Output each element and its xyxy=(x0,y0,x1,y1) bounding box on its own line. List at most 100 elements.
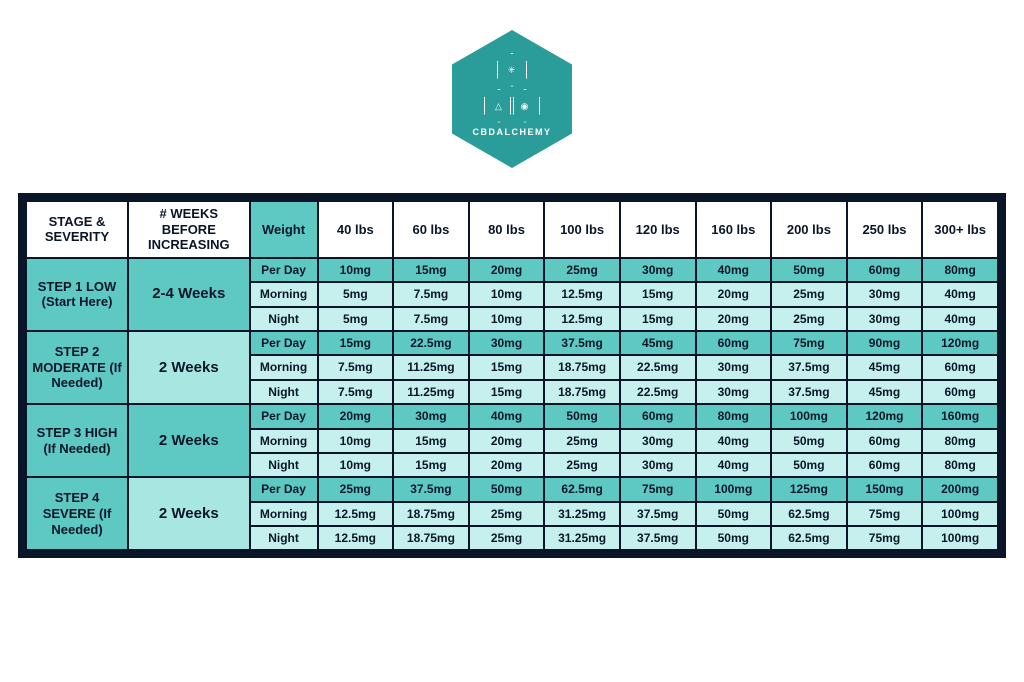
dose-cell: 150mg xyxy=(847,477,923,501)
dose-cell: 37.5mg xyxy=(393,477,469,501)
dose-cell: 40mg xyxy=(696,258,772,282)
time-label: Per Day xyxy=(250,331,318,355)
dose-cell: 30mg xyxy=(696,380,772,404)
dose-cell: 20mg xyxy=(318,404,394,428)
dose-cell: 125mg xyxy=(771,477,847,501)
time-label: Morning xyxy=(250,282,318,306)
dose-cell: 25mg xyxy=(318,477,394,501)
dose-cell: 100mg xyxy=(696,477,772,501)
dose-cell: 60mg xyxy=(847,429,923,453)
dose-cell: 80mg xyxy=(922,453,998,477)
header-w2: 80 lbs xyxy=(469,201,545,258)
dose-cell: 15mg xyxy=(393,258,469,282)
dose-cell: 18.75mg xyxy=(393,502,469,526)
dose-cell: 200mg xyxy=(922,477,998,501)
dose-cell: 50mg xyxy=(469,477,545,501)
leaf-icon: ✳ xyxy=(497,53,527,87)
table-row: STEP 1 LOW (Start Here)2-4 WeeksPer Day1… xyxy=(26,258,998,282)
dose-cell: 20mg xyxy=(469,453,545,477)
dose-cell: 10mg xyxy=(318,429,394,453)
header-weeks: # WEEKS BEFORE INCREASING xyxy=(128,201,249,258)
dose-cell: 37.5mg xyxy=(544,331,620,355)
dose-cell: 11.25mg xyxy=(393,380,469,404)
weeks-cell: 2 Weeks xyxy=(128,477,249,550)
dose-cell: 50mg xyxy=(544,404,620,428)
dose-cell: 90mg xyxy=(847,331,923,355)
dose-cell: 37.5mg xyxy=(771,380,847,404)
dose-cell: 12.5mg xyxy=(318,502,394,526)
weeks-cell: 2-4 Weeks xyxy=(128,258,249,331)
dose-cell: 7.5mg xyxy=(318,380,394,404)
dose-cell: 62.5mg xyxy=(771,502,847,526)
dose-cell: 120mg xyxy=(922,331,998,355)
dose-cell: 18.75mg xyxy=(544,355,620,379)
time-label: Night xyxy=(250,307,318,331)
dose-cell: 45mg xyxy=(620,331,696,355)
header-w4: 120 lbs xyxy=(620,201,696,258)
dose-cell: 45mg xyxy=(847,380,923,404)
dose-cell: 60mg xyxy=(847,453,923,477)
dose-cell: 45mg xyxy=(847,355,923,379)
dose-cell: 50mg xyxy=(771,453,847,477)
header-w0: 40 lbs xyxy=(318,201,394,258)
dose-cell: 30mg xyxy=(696,355,772,379)
dose-cell: 10mg xyxy=(469,282,545,306)
table-row: STEP 3 HIGH (If Needed)2 WeeksPer Day20m… xyxy=(26,404,998,428)
dose-cell: 60mg xyxy=(620,404,696,428)
dose-cell: 40mg xyxy=(922,307,998,331)
time-label: Night xyxy=(250,453,318,477)
dose-cell: 7.5mg xyxy=(318,355,394,379)
header-w1: 60 lbs xyxy=(393,201,469,258)
dose-cell: 50mg xyxy=(696,526,772,550)
dose-cell: 30mg xyxy=(620,453,696,477)
header-w7: 250 lbs xyxy=(847,201,923,258)
dose-cell: 75mg xyxy=(620,477,696,501)
time-label: Per Day xyxy=(250,404,318,428)
weeks-cell: 2 Weeks xyxy=(128,331,249,404)
dose-cell: 12.5mg xyxy=(544,307,620,331)
dose-cell: 50mg xyxy=(771,429,847,453)
dose-cell: 18.75mg xyxy=(393,526,469,550)
time-label: Morning xyxy=(250,355,318,379)
dose-cell: 60mg xyxy=(922,380,998,404)
brand-hexagon: ✳ △ ◉ CBDALCHEMY xyxy=(452,30,572,168)
dose-cell: 75mg xyxy=(847,502,923,526)
stage-cell: STEP 3 HIGH (If Needed) xyxy=(26,404,128,477)
dose-cell: 60mg xyxy=(922,355,998,379)
dose-cell: 75mg xyxy=(847,526,923,550)
dose-cell: 15mg xyxy=(393,453,469,477)
dose-cell: 50mg xyxy=(771,258,847,282)
dose-cell: 37.5mg xyxy=(620,526,696,550)
time-label: Per Day xyxy=(250,477,318,501)
logo-area: ✳ △ ◉ CBDALCHEMY xyxy=(0,0,1024,183)
dose-cell: 40mg xyxy=(469,404,545,428)
dose-cell: 60mg xyxy=(696,331,772,355)
dose-cell: 40mg xyxy=(696,453,772,477)
stage-cell: STEP 1 LOW (Start Here) xyxy=(26,258,128,331)
brand-text: CBDALCHEMY xyxy=(452,127,572,137)
flask-icon: △ xyxy=(484,89,514,123)
dose-cell: 60mg xyxy=(847,258,923,282)
dose-cell: 25mg xyxy=(771,282,847,306)
dose-cell: 15mg xyxy=(469,380,545,404)
header-w6: 200 lbs xyxy=(771,201,847,258)
dose-cell: 50mg xyxy=(696,502,772,526)
dose-cell: 31.25mg xyxy=(544,526,620,550)
time-label: Night xyxy=(250,526,318,550)
dose-cell: 20mg xyxy=(469,258,545,282)
dose-cell: 22.5mg xyxy=(393,331,469,355)
dose-cell: 31.25mg xyxy=(544,502,620,526)
dose-cell: 12.5mg xyxy=(544,282,620,306)
header-weight: Weight xyxy=(250,201,318,258)
time-label: Per Day xyxy=(250,258,318,282)
dose-cell: 75mg xyxy=(771,331,847,355)
dose-cell: 80mg xyxy=(922,429,998,453)
dose-cell: 10mg xyxy=(318,453,394,477)
dose-cell: 20mg xyxy=(696,282,772,306)
dose-cell: 37.5mg xyxy=(620,502,696,526)
table-row: STEP 4 SEVERE (If Needed)2 WeeksPer Day2… xyxy=(26,477,998,501)
table-body: STEP 1 LOW (Start Here)2-4 WeeksPer Day1… xyxy=(26,258,998,551)
dose-cell: 15mg xyxy=(318,331,394,355)
stage-cell: STEP 4 SEVERE (If Needed) xyxy=(26,477,128,550)
dose-cell: 100mg xyxy=(922,502,998,526)
